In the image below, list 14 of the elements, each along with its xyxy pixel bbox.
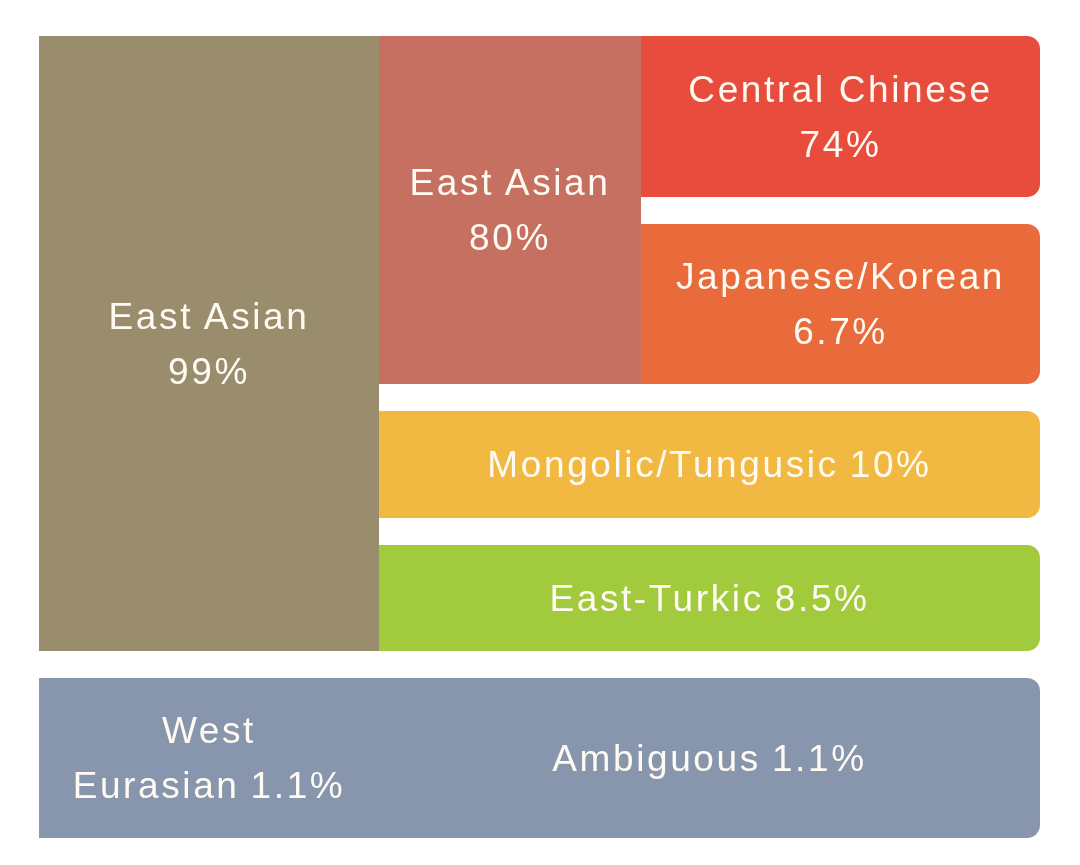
data-label: 99%: [168, 350, 250, 392]
category-label: Central Chinese: [688, 68, 993, 110]
category-label: Ambiguous: [552, 737, 761, 779]
category-label: Mongolic/Tungusic: [487, 444, 839, 485]
category-label: East-Turkic: [549, 577, 764, 619]
data-label: 8.5%: [774, 577, 870, 619]
category-label: Japanese/Korean: [675, 256, 1006, 297]
data-label: 10%: [849, 444, 932, 485]
category-label: East Asian: [409, 162, 611, 203]
category-label: East Asian: [108, 295, 310, 337]
data-label: 6.7%: [793, 311, 888, 352]
data-label: 80%: [469, 217, 551, 258]
data-label: 1.1%: [771, 737, 867, 779]
data-label: 74%: [799, 123, 882, 165]
